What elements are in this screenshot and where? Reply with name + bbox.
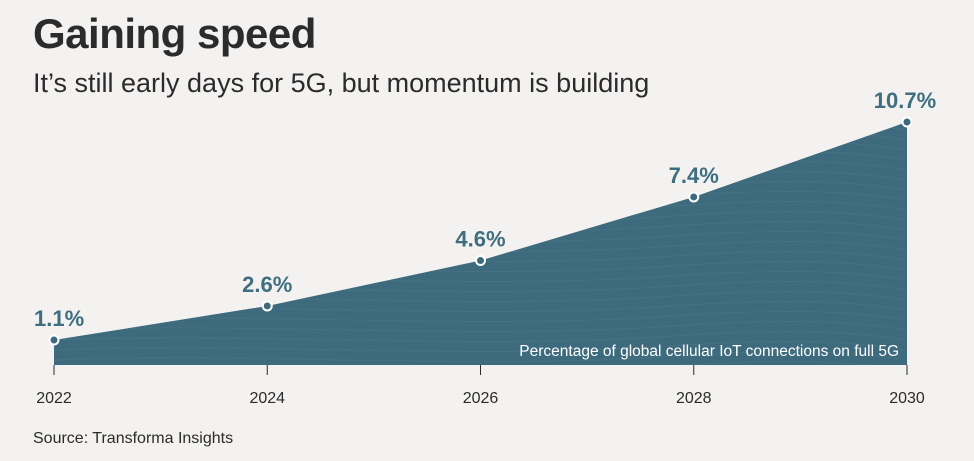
data-points: 1.1% 2.6% 4.6% 7.4% 10.7% [34,88,936,346]
data-point [688,191,700,203]
series-area [54,122,907,365]
series-annotation: Percentage of global cellular IoT connec… [519,343,899,360]
x-axis: 2022 2024 2026 2028 2030 [36,365,925,407]
data-label: 1.1% [34,306,84,331]
chart-subtitle: It’s still early days for 5G, but moment… [33,68,650,98]
data-label: 4.6% [455,227,505,252]
data-point [48,334,60,346]
data-label: 2.6% [242,272,292,297]
x-tick-label: 2030 [889,390,925,407]
data-point [901,116,913,128]
x-tick-label: 2024 [249,390,285,407]
data-label: 10.7% [874,88,936,113]
data-point [475,255,486,267]
x-tick-label: 2026 [463,390,499,407]
x-tick-label: 2028 [676,390,712,407]
data-point [261,300,273,312]
chart-title: Gaining speed [33,10,316,57]
data-label: 7.4% [669,163,719,188]
x-tick-label: 2022 [36,390,72,407]
source-note: Source: Transforma Insights [33,430,234,447]
